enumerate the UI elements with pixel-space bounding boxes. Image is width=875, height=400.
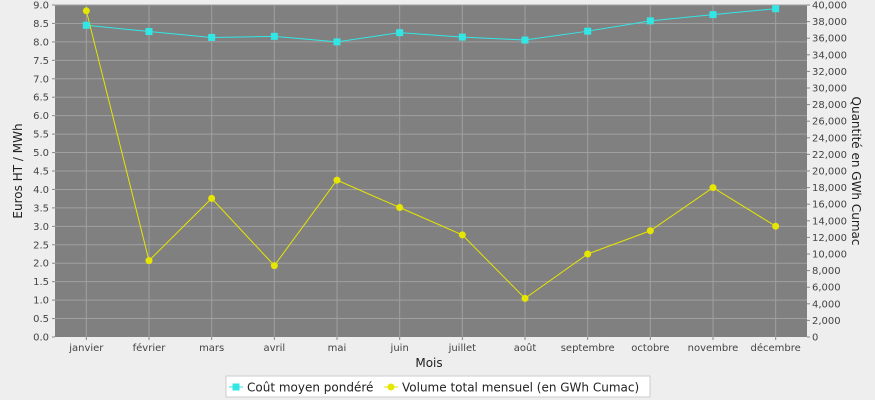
left-tick-label: 2.5: [33, 240, 49, 251]
series-point-0: [396, 29, 404, 37]
series-point-0: [772, 5, 780, 13]
series-point-0: [270, 32, 278, 40]
left-tick-label: 6.5: [33, 93, 49, 104]
x-tick-label: avril: [263, 343, 285, 354]
left-tick-label: 8.0: [33, 37, 49, 48]
left-tick-label: 0.0: [33, 333, 49, 344]
right-tick-label: 32,000: [812, 67, 847, 78]
right-tick-label: 24,000: [812, 133, 847, 144]
series-line-0: [86, 8, 776, 43]
right-tick-label: 38,000: [812, 17, 847, 28]
x-tick-label: mai: [328, 343, 347, 354]
series-point-1: [521, 294, 529, 302]
series-point-1: [208, 194, 216, 202]
right-tick-label: 8,000: [812, 266, 841, 277]
left-tick-label: 5.5: [33, 130, 49, 141]
right-tick-label: 28,000: [812, 100, 847, 111]
y-axis-right-title: Quantité en GWh Cumac: [849, 97, 863, 246]
series-point-1: [396, 204, 404, 212]
x-tick-label: novembre: [688, 343, 739, 354]
series-markers: [82, 5, 780, 302]
right-tick-label: 40,000: [812, 1, 847, 12]
left-tick-label: 5.0: [33, 148, 49, 159]
series-point-0: [82, 21, 90, 29]
right-tick-label: 22,000: [812, 150, 847, 161]
series-point-1: [333, 176, 341, 184]
x-tick-label: décembre: [751, 342, 801, 354]
series-line-1: [85, 10, 776, 300]
right-tick-label: 10,000: [812, 250, 847, 261]
series-point-0: [333, 38, 341, 46]
right-tick-label: 2,000: [812, 316, 841, 327]
right-tick-label: 16,000: [812, 200, 847, 211]
series-point-0: [208, 33, 216, 41]
series-point-0: [145, 28, 153, 36]
series-point-1: [82, 7, 90, 15]
series-point-1: [772, 222, 780, 230]
right-tick-label: 20,000: [812, 167, 847, 178]
left-tick-label: 7.5: [33, 56, 49, 67]
legend-label-volume: Volume total mensuel (en GWh Cumac): [402, 381, 639, 395]
left-tick-label: 3.5: [33, 203, 49, 214]
left-tick-label: 0.5: [33, 314, 49, 325]
left-tick-label: 1.0: [33, 296, 49, 307]
legend-box: [225, 375, 651, 398]
x-tick-label: mars: [199, 343, 224, 354]
series-lines: [85, 8, 776, 300]
series-point-1: [584, 250, 592, 258]
gridlines: [55, 4, 807, 337]
legend-marker-cost: [232, 383, 240, 391]
series-point-1: [145, 257, 153, 265]
y-axis-left-title: Euros HT / MWh: [11, 123, 25, 218]
series-point-1: [458, 231, 466, 239]
x-axis-ticks: janvier février mars avril mai juin juillet aoû…: [68, 337, 801, 354]
right-axis-ticks: 0 2,000 4,000 6,000 8,000 10,000 12,000 14,000 1…: [807, 1, 847, 344]
series-point-0: [709, 11, 717, 19]
right-tick-label: 18,000: [812, 183, 847, 194]
left-tick-label: 9.0: [33, 1, 49, 12]
left-tick-label: 1.5: [33, 277, 49, 288]
series-point-0: [584, 27, 592, 35]
right-tick-label: 36,000: [812, 34, 847, 45]
series-point-1: [270, 262, 278, 270]
legend: Coût moyen pondéré Volume total mensuel …: [225, 375, 651, 398]
left-tick-label: 6.0: [33, 111, 49, 122]
series-point-0: [646, 17, 654, 25]
right-tick-label: 14,000: [812, 216, 847, 227]
x-tick-label: octobre: [631, 343, 669, 354]
right-tick-label: 4,000: [812, 299, 841, 310]
left-tick-label: 4.5: [33, 167, 49, 178]
series-point-1: [646, 227, 654, 235]
x-tick-label: février: [133, 342, 167, 354]
series-point-0: [458, 33, 466, 41]
right-tick-label: 34,000: [812, 50, 847, 61]
x-axis-title: Mois: [415, 356, 442, 370]
left-tick-label: 4.0: [33, 185, 49, 196]
legend-label-cost: Coût moyen pondéré: [247, 381, 373, 395]
right-tick-label: 0: [812, 333, 818, 344]
right-tick-label: 6,000: [812, 283, 841, 294]
right-tick-label: 30,000: [812, 84, 847, 95]
left-axis-ticks: 0.0 0.5 1.0 1.5 2.0 2.5 3.0 3.5 4.0 4.5 5.0 5.5 6.0 6…: [33, 1, 55, 344]
x-tick-label: juin: [390, 343, 409, 354]
left-tick-label: 3.0: [33, 222, 49, 233]
series-point-0: [521, 36, 529, 44]
left-tick-label: 7.0: [33, 74, 49, 85]
right-tick-label: 26,000: [812, 117, 847, 128]
x-tick-label: septembre: [561, 343, 615, 354]
right-tick-label: 12,000: [812, 233, 847, 244]
left-tick-label: 8.5: [33, 19, 49, 30]
left-tick-label: 2.0: [33, 259, 49, 270]
legend-marker-volume: [387, 383, 395, 391]
x-tick-label: juillet: [448, 343, 477, 354]
x-tick-label: août: [514, 342, 537, 354]
series-point-1: [709, 184, 717, 192]
x-tick-label: janvier: [68, 343, 104, 354]
